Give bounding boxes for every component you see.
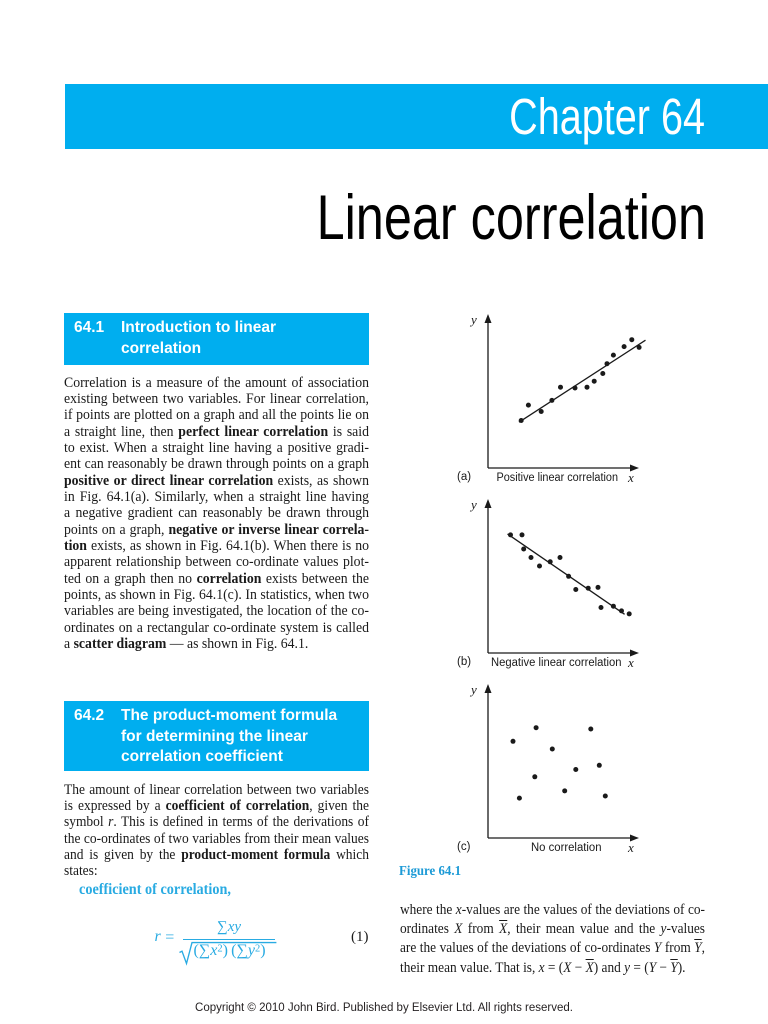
svg-text:x: x bbox=[627, 655, 634, 670]
svg-text:(c): (c) bbox=[457, 841, 471, 853]
svg-text:No correlation: No correlation bbox=[531, 842, 602, 854]
svg-text:Negative linear correlation: Negative linear correlation bbox=[491, 657, 622, 669]
svg-text:x: x bbox=[627, 840, 634, 855]
svg-text:y: y bbox=[469, 312, 477, 327]
svg-text:(a): (a) bbox=[457, 471, 471, 483]
svg-text:x: x bbox=[627, 470, 634, 485]
svg-text:(b): (b) bbox=[457, 656, 471, 668]
svg-text:y: y bbox=[469, 682, 477, 697]
svg-text:y: y bbox=[469, 497, 477, 512]
svg-text:Positive linear correlation: Positive linear correlation bbox=[497, 472, 619, 484]
